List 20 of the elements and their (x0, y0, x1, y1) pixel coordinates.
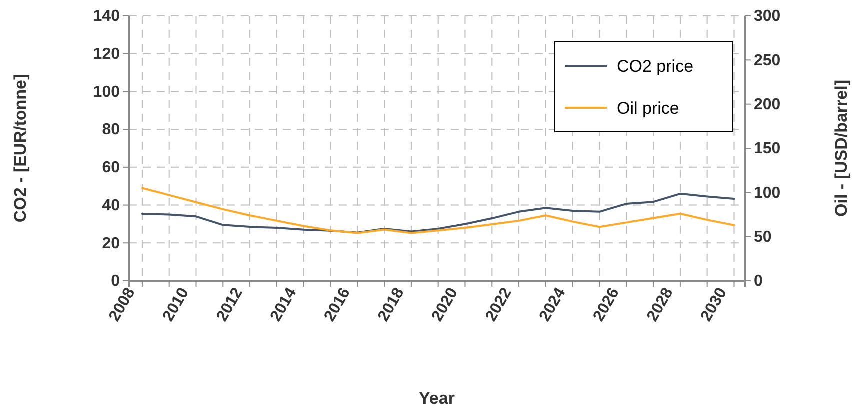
y-tick-label: 120 (93, 46, 120, 63)
y-tick-label: 100 (93, 84, 120, 101)
y-tick-label: 140 (93, 8, 120, 26)
y2-tick-label: 0 (754, 273, 763, 290)
y-tick-label: 80 (102, 122, 120, 139)
y2-tick-label: 300 (754, 8, 781, 26)
y2-tick-label: 150 (754, 140, 781, 158)
y-tick-label: 20 (102, 235, 120, 252)
y-tick-label: 60 (102, 160, 120, 177)
y-tick-label: 0 (111, 273, 120, 290)
legend-label: CO2 price (617, 57, 694, 76)
legend-label: Oil price (617, 99, 680, 118)
y2-tick-label: 100 (754, 184, 781, 202)
y2-axis-title: Oil - [USD/barrel] (832, 80, 851, 217)
y2-tick-label: 50 (754, 228, 772, 246)
y2-tick-label: 200 (754, 96, 781, 114)
x-axis-title: Year (419, 389, 456, 408)
y-tick-label: 40 (102, 197, 120, 214)
y-axis-title: CO2 - [EUR/tonne] (11, 74, 30, 223)
y2-tick-label: 250 (754, 52, 781, 70)
